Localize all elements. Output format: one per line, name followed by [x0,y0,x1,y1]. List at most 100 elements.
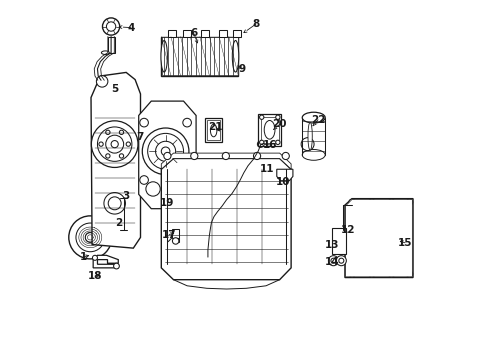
Circle shape [119,130,123,135]
Circle shape [96,76,108,87]
Text: 16: 16 [262,140,276,150]
Bar [204,118,222,142]
Polygon shape [161,158,290,280]
Circle shape [104,193,125,214]
Text: 9: 9 [238,64,244,74]
Circle shape [161,147,169,156]
Text: 15: 15 [397,238,411,248]
Circle shape [368,199,374,206]
Circle shape [99,142,103,146]
Circle shape [147,134,183,169]
Circle shape [259,115,264,120]
Ellipse shape [302,149,325,160]
Circle shape [113,263,119,269]
Circle shape [348,271,355,277]
Circle shape [106,22,116,31]
Circle shape [111,140,118,148]
Circle shape [387,271,394,277]
Polygon shape [276,169,292,181]
Bar [161,37,238,76]
Circle shape [275,140,280,144]
Circle shape [155,141,175,161]
Circle shape [259,140,264,144]
Circle shape [85,232,95,242]
Ellipse shape [307,122,312,150]
Text: 11: 11 [259,164,273,174]
Circle shape [387,199,394,206]
Bar [258,114,281,146]
Ellipse shape [264,121,274,139]
Circle shape [330,258,335,263]
Text: 14: 14 [325,257,339,267]
Text: 18: 18 [87,271,102,281]
Circle shape [338,258,343,263]
Circle shape [91,121,138,167]
Circle shape [406,271,412,277]
Polygon shape [332,228,345,253]
Text: 17: 17 [162,230,176,239]
Circle shape [163,152,171,159]
Circle shape [301,138,313,150]
Bar [207,120,220,140]
Text: 2: 2 [114,218,122,228]
Circle shape [108,197,121,210]
Polygon shape [93,255,118,268]
Bar [168,30,176,37]
Bar [261,117,278,143]
Bar [107,37,115,53]
Text: 1: 1 [80,252,86,262]
Ellipse shape [232,41,238,72]
Circle shape [69,216,112,259]
Circle shape [275,115,280,120]
Circle shape [105,130,110,135]
Polygon shape [344,199,412,278]
Bar [201,30,208,37]
Circle shape [76,223,104,252]
Circle shape [368,271,374,277]
Text: 4: 4 [127,23,134,33]
Circle shape [105,135,123,153]
Circle shape [105,154,110,158]
Circle shape [336,256,346,266]
Circle shape [140,118,148,127]
Polygon shape [345,199,411,277]
Text: 20: 20 [272,120,286,129]
Polygon shape [139,101,196,209]
Text: 19: 19 [160,198,174,208]
Circle shape [183,118,191,127]
Circle shape [222,152,229,159]
Circle shape [328,256,338,266]
Text: 12: 12 [341,225,355,235]
Polygon shape [91,72,140,248]
Circle shape [190,152,198,159]
Circle shape [257,141,264,147]
Circle shape [92,255,97,260]
Circle shape [142,128,188,175]
Circle shape [119,154,123,158]
Bar [162,37,237,75]
Circle shape [172,238,179,244]
Ellipse shape [302,112,325,123]
Bar [218,30,226,37]
Text: 22: 22 [310,115,325,125]
Ellipse shape [210,124,217,137]
Circle shape [102,18,120,35]
Text: 6: 6 [189,28,197,38]
Circle shape [406,199,412,206]
Ellipse shape [366,222,393,256]
Text: 3: 3 [122,191,129,201]
Text: 13: 13 [325,239,339,249]
Ellipse shape [161,41,167,72]
Ellipse shape [101,51,109,54]
Bar [171,229,179,238]
Circle shape [183,176,191,184]
Circle shape [348,199,355,206]
Text: 8: 8 [252,19,259,29]
Text: 5: 5 [111,84,118,94]
Circle shape [282,152,289,159]
Circle shape [140,176,148,184]
Bar [183,30,190,37]
Text: 21: 21 [208,122,223,132]
Text: 10: 10 [275,177,289,187]
Circle shape [253,152,260,159]
